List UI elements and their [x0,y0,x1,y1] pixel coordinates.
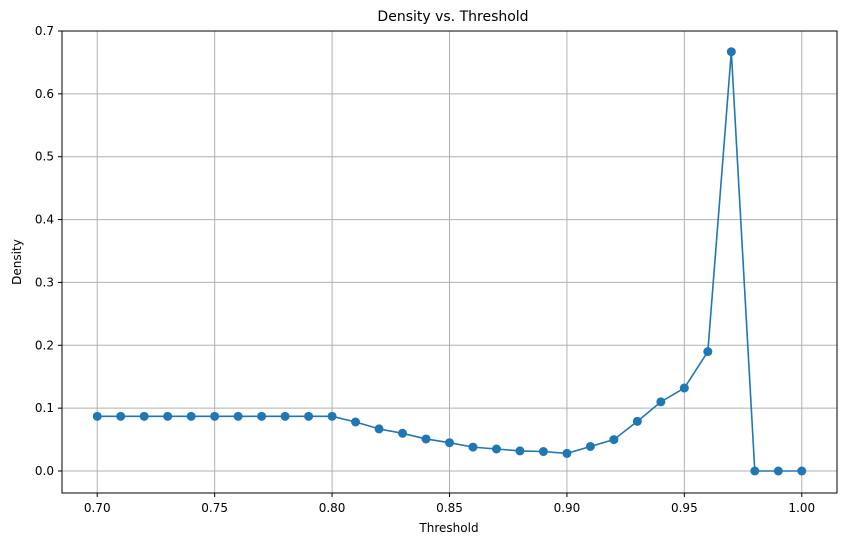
data-point [750,466,760,476]
data-point [515,446,525,456]
y-tick-label: 0.0 [35,464,54,478]
y-tick-label: 0.4 [35,213,54,227]
x-tick-label: 0.80 [319,501,346,515]
data-point [327,411,337,421]
data-point [468,442,478,452]
y-axis: 0.0 0.1 0.2 0.3 0.4 0.5 0.6 0.7 [35,24,62,478]
y-tick-label: 0.6 [35,87,54,101]
x-tick-label: 0.70 [84,501,111,515]
data-point [163,411,173,421]
x-tick-label: 0.75 [201,501,228,515]
y-axis-label: Density [10,239,24,285]
data-point [703,347,713,357]
x-tick-label: 0.95 [671,501,698,515]
x-tick-label: 0.90 [554,501,581,515]
data-point [491,444,501,454]
data-point [210,411,220,421]
data-point [116,411,126,421]
data-point [773,466,783,476]
data-point [351,417,361,427]
y-tick-label: 0.2 [35,338,54,352]
data-point [585,441,595,451]
data-point [538,447,548,457]
data-point [233,411,243,421]
x-tick-label: 0.85 [436,501,463,515]
y-tick-label: 0.7 [35,24,54,38]
data-point [139,411,149,421]
data-point [92,411,102,421]
x-axis-label: Threshold [418,521,478,535]
grid-lines [62,30,837,493]
x-tick-label: 1.00 [788,501,815,515]
data-point [726,47,736,57]
data-point [280,411,290,421]
data-point [656,397,666,407]
data-point [562,448,572,458]
data-point [304,411,314,421]
y-tick-label: 0.3 [35,275,54,289]
data-point [421,434,431,444]
data-point [374,424,384,434]
data-point [609,435,619,445]
data-point [797,466,807,476]
series-group [92,47,807,476]
y-tick-label: 0.5 [35,150,54,164]
y-tick-label: 0.1 [35,401,54,415]
data-point [679,383,689,393]
data-point [257,411,267,421]
data-point [632,416,642,426]
data-point [398,428,408,438]
x-axis: 0.70 0.75 0.80 0.85 0.90 0.95 1.00 [84,493,815,515]
data-point [186,411,196,421]
data-point [445,438,454,448]
chart-title: Density vs. Threshold [377,9,528,25]
